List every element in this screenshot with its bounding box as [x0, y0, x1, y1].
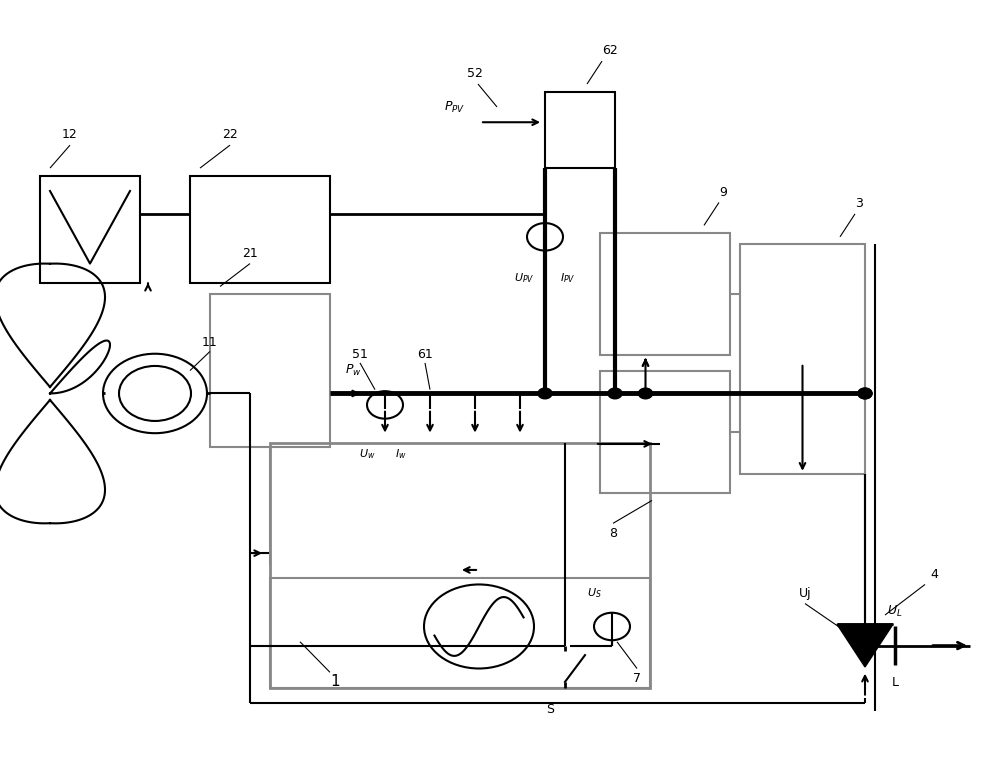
Text: $P_{PV}$: $P_{PV}$: [444, 99, 466, 115]
Text: $U_{PV}$: $U_{PV}$: [514, 271, 535, 285]
Circle shape: [858, 388, 872, 399]
Polygon shape: [837, 624, 893, 667]
Bar: [210, 294, 330, 447]
Text: 11: 11: [202, 336, 218, 349]
Bar: [40, 176, 140, 283]
Text: 61: 61: [417, 348, 433, 361]
Text: 4: 4: [930, 568, 938, 581]
Text: S: S: [546, 703, 554, 716]
Text: $U_S$: $U_S$: [587, 586, 602, 600]
Bar: [270, 578, 650, 688]
Circle shape: [608, 388, 622, 399]
Text: $I_{PV}$: $I_{PV}$: [560, 271, 576, 285]
Text: 9: 9: [719, 186, 727, 199]
Text: 12: 12: [62, 128, 78, 141]
Circle shape: [527, 223, 563, 251]
Bar: [545, 92, 615, 168]
Bar: [740, 244, 865, 474]
Circle shape: [424, 584, 534, 668]
Text: $U_w$: $U_w$: [359, 447, 375, 461]
Text: 62: 62: [602, 44, 618, 57]
Text: Uj: Uj: [799, 587, 811, 600]
Text: 22: 22: [222, 128, 238, 141]
Text: L: L: [892, 676, 898, 689]
Bar: [600, 371, 730, 493]
Circle shape: [594, 613, 630, 640]
Bar: [600, 233, 730, 355]
Text: 51: 51: [352, 348, 368, 361]
Text: 7: 7: [633, 672, 641, 685]
Circle shape: [639, 388, 652, 399]
Circle shape: [858, 388, 872, 399]
Circle shape: [367, 391, 403, 419]
Text: $I_w$: $I_w$: [395, 447, 407, 461]
Text: 52: 52: [467, 67, 483, 80]
Bar: [270, 443, 650, 688]
Circle shape: [538, 388, 552, 399]
Text: 1: 1: [330, 674, 340, 689]
Text: 8: 8: [609, 527, 617, 540]
Bar: [190, 176, 330, 283]
Text: $P_w$: $P_w$: [345, 363, 362, 378]
Text: $U_L$: $U_L$: [887, 604, 903, 619]
Text: 21: 21: [242, 247, 258, 260]
Text: 3: 3: [855, 197, 863, 210]
